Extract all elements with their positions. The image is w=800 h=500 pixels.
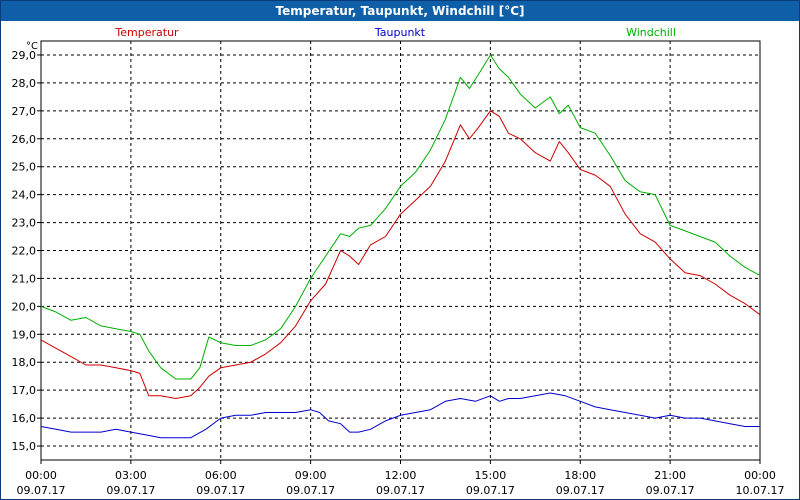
grid-lines [41,41,760,460]
y-tick-label: 25,0 [12,161,37,174]
y-tick-label: 29,0 [12,49,37,62]
y-tick-label: 28,0 [12,77,37,90]
legend-label-taupunkt: Taupunkt [374,26,426,39]
y-tick-label: 15,0 [12,440,37,453]
y-tick-label: 21,0 [12,272,37,285]
x-tick-date: 09.07.17 [466,484,515,497]
series-lines [40,54,761,439]
x-tick-time: 09:00 [295,469,327,482]
x-tick-time: 21:00 [654,469,686,482]
y-tick-label: 19,0 [12,328,37,341]
x-tick-time: 15:00 [475,469,507,482]
y-tick-label: 26,0 [12,133,37,146]
axes [37,40,761,464]
x-tick-time: 12:00 [385,469,417,482]
y-tick-label: 16,0 [12,412,37,425]
series-line-taupunkt [40,392,760,439]
x-tick-time: 00:00 [25,469,57,482]
x-tick-date: 09.07.17 [106,484,155,497]
legend-label-temperatur: Temperatur [114,26,179,39]
x-tick-date: 10.07.17 [736,484,785,497]
x-tick-time: 18:00 [564,469,596,482]
legend: Temperatur Taupunkt Windchill [114,26,676,39]
y-tick-label: 22,0 [12,245,37,258]
series-line-windchill [40,54,761,380]
x-tick-date: 09.07.17 [376,484,425,497]
x-tick-date: 09.07.17 [556,484,605,497]
y-tick-label: 24,0 [12,189,37,202]
x-tick-date: 09.07.17 [286,484,335,497]
x-tick-time: 03:00 [115,469,147,482]
x-tick-date: 09.07.17 [646,484,695,497]
y-tick-label: 17,0 [12,384,37,397]
x-tick-date: 09.07.17 [196,484,245,497]
y-axis-unit: °C [26,41,38,52]
x-tick-date: 09.07.17 [17,484,66,497]
x-tick-time: 00:00 [744,469,776,482]
y-tick-label: 27,0 [12,105,37,118]
y-tick-label: 23,0 [12,217,37,230]
x-tick-time: 06:00 [205,469,237,482]
series-line-temperatur [40,110,761,399]
y-tick-label: 20,0 [12,300,37,313]
chart-title: Temperatur, Taupunkt, Windchill [°C] [1,1,799,21]
legend-label-windchill: Windchill [626,26,676,39]
tick-labels: 15,0 16,0 17,0 18,0 19,0 20,0 21,0 22,0 23,0 24,0… [12,49,785,497]
y-tick-label: 18,0 [12,356,37,369]
